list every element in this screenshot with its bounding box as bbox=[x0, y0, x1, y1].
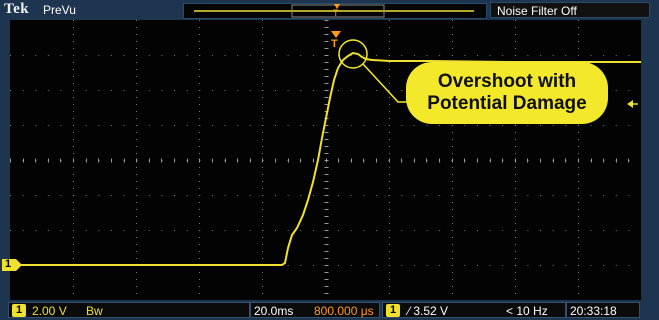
timebase-value: 20.0ms bbox=[254, 304, 294, 318]
trigger-source-badge: 1 bbox=[386, 304, 400, 317]
channel1-ground-marker[interactable]: 1 bbox=[2, 258, 22, 271]
noise-filter-status[interactable]: Noise Filter Off bbox=[490, 2, 650, 18]
channel1-scale: 2.00 V bbox=[32, 304, 67, 318]
bottom-status-bar: 1 2.00 V Bᴡ 20.0ms 800.000 μs 1 ⁄ 3.52 V… bbox=[0, 300, 659, 320]
clock-readout: 20:33:18 bbox=[566, 302, 640, 318]
record-trigger-icon bbox=[334, 4, 340, 9]
record-view-bar[interactable]: T bbox=[183, 3, 487, 19]
callout-line1: Overshoot with bbox=[437, 71, 577, 92]
clock-time: 20:33:18 bbox=[570, 304, 617, 318]
horizontal-readout[interactable]: 20.0ms 800.000 μs bbox=[250, 302, 380, 318]
record-view-graphic: T bbox=[194, 4, 474, 18]
brand-logo: Tek bbox=[4, 1, 30, 17]
graticule-center-axes bbox=[10, 20, 641, 300]
trigger-level: ⁄ 3.52 V bbox=[408, 304, 449, 318]
record-trigger-t-icon: T bbox=[333, 8, 339, 18]
acquisition-mode: PreVu bbox=[43, 3, 76, 17]
trigger-readout[interactable]: 1 ⁄ 3.52 V < 10 Hz bbox=[382, 302, 566, 318]
channel1-badge: 1 bbox=[12, 304, 26, 317]
channel1-waveform bbox=[10, 51, 641, 266]
trigger-position-value: 800.000 μs bbox=[314, 304, 374, 318]
trigger-t-icon: T bbox=[331, 38, 338, 50]
right-level-arrow-icon bbox=[627, 100, 633, 108]
channel1-readout[interactable]: 1 2.00 V Bᴡ bbox=[8, 302, 250, 318]
channel1-marker-label: 1 bbox=[5, 258, 12, 270]
graticule: T bbox=[10, 20, 641, 300]
channel1-bandwidth-limit: Bᴡ bbox=[86, 304, 103, 318]
trigger-position-icon[interactable] bbox=[331, 31, 341, 38]
callout-leader-line bbox=[362, 63, 410, 103]
trigger-frequency: < 10 Hz bbox=[506, 304, 548, 318]
channel1-marker-shape bbox=[2, 259, 22, 271]
overshoot-callout: Overshoot with Potential Damage bbox=[406, 62, 608, 124]
callout-line2: Potential Damage bbox=[427, 93, 587, 114]
top-status-bar: Tek PreVu T Noise Filter Off bbox=[0, 0, 659, 20]
overshoot-highlight-circle bbox=[338, 39, 368, 69]
